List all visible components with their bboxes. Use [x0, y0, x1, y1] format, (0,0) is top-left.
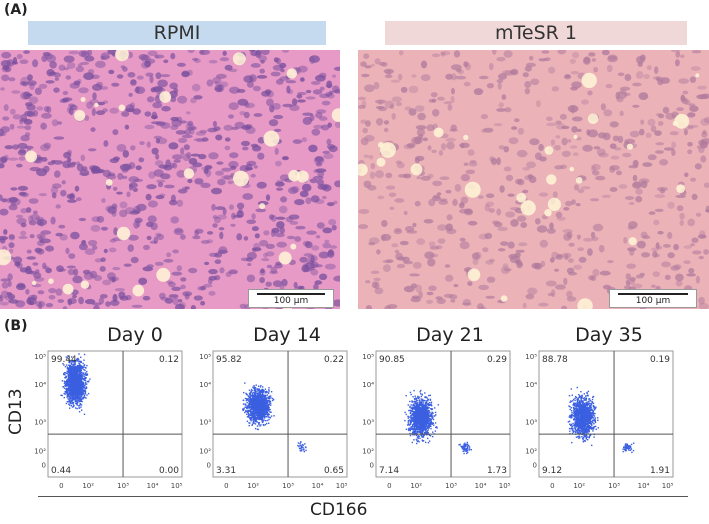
x-tick-label: 10⁵ [499, 482, 511, 490]
mtesr-label: mTeSR 1 [385, 21, 687, 45]
y-tick-label: 10² [525, 448, 537, 456]
y-tick-label: 10⁵ [525, 353, 537, 361]
histology-image-mtesr [358, 50, 709, 309]
y-tick-label: 10³ [34, 419, 46, 427]
rpmi-label: RPMI [28, 21, 326, 45]
day-title: Day 21 [416, 324, 484, 346]
x-tick-label: 0 [59, 482, 63, 490]
y-tick-label: 10³ [525, 419, 537, 427]
quadrant-lr-value: 0.00 [159, 466, 179, 476]
day-title: Day 0 [107, 324, 163, 346]
panel-b-label: (B) [4, 318, 28, 334]
quadrant-ur-value: 0.22 [324, 355, 344, 365]
y-tick-label: 10² [362, 448, 374, 456]
y-tick-label: 0 [370, 461, 374, 469]
quadrant-ur-value: 0.12 [159, 355, 179, 365]
quadrant-lr-value: 1.73 [487, 466, 507, 476]
x-tick-label: 10² [247, 482, 259, 490]
y-axis-title: CD13 [6, 388, 26, 435]
histology-image-rpmi [0, 50, 340, 309]
quadrant-lr-value: 1.91 [650, 466, 670, 476]
scale-bar-label: 100 µm [635, 296, 671, 306]
quadrant-ur-value: 0.29 [487, 355, 507, 365]
y-tick-label: 10³ [199, 419, 211, 427]
quadrant-lr-value: 0.65 [324, 466, 344, 476]
x-tick-label: 10³ [117, 482, 129, 490]
x-tick-label: 10⁴ [312, 482, 324, 490]
x-tick-label: 0 [550, 482, 554, 490]
quadrant-ll-value: 9.12 [542, 466, 562, 476]
x-tick-label: 10⁵ [336, 482, 348, 490]
y-tick-label: 0 [207, 461, 211, 469]
panel-a-label: (A) [4, 2, 28, 18]
quadrant-ll-value: 3.31 [216, 466, 236, 476]
day-title: Day 35 [575, 324, 643, 346]
x-tick-label: 10² [410, 482, 422, 490]
y-tick-label: 10⁵ [199, 353, 211, 361]
x-tick-label: 10³ [608, 482, 620, 490]
quadrant-ul-value: 95.82 [216, 355, 242, 365]
y-tick-label: 10² [34, 448, 46, 456]
scale-bar-label: 100 µm [273, 296, 309, 306]
quadrant-ul-value: 99.44 [51, 355, 77, 365]
y-tick-label: 10⁵ [34, 353, 46, 361]
quadrant-ll-value: 0.44 [51, 466, 71, 476]
y-tick-label: 10³ [362, 419, 374, 427]
day-title: Day 14 [253, 324, 321, 346]
y-tick-label: 10⁵ [362, 353, 374, 361]
quadrant-ul-value: 88.78 [542, 355, 568, 365]
flow-plot-day-0: 99.44 0.12 0.44 0.00 0 10² 10³ 10⁴ 10⁵ 10⁵ 10⁴ 10³ 1… [30, 345, 190, 497]
y-tick-label: 10⁴ [525, 381, 537, 389]
flow-plot-day-21: 90.85 0.29 7.14 1.73 0 10² 10³ 10⁴ 10⁵ 10⁵ 10⁴ 10³ 1… [358, 345, 518, 497]
y-tick-label: 10² [199, 448, 211, 456]
flow-plot-day-35: 88.78 0.19 9.12 1.91 0 10² 10³ 10⁴ 10⁵ 10⁵ 10⁴ 10³ 1… [521, 345, 681, 497]
x-tick-label: 0 [224, 482, 228, 490]
x-tick-label: 10² [573, 482, 585, 490]
y-tick-label: 10⁴ [199, 381, 211, 389]
scale-bar-rpmi: 100 µm [248, 289, 334, 308]
x-axis-line [38, 496, 688, 497]
x-tick-label: 10⁴ [475, 482, 487, 490]
scale-bar-mtesr: 100 µm [609, 289, 697, 308]
y-tick-label: 10⁴ [34, 381, 46, 389]
x-axis-title: CD166 [310, 500, 368, 520]
x-tick-label: 10³ [282, 482, 294, 490]
x-tick-label: 10⁵ [171, 482, 183, 490]
x-tick-label: 10³ [445, 482, 457, 490]
x-tick-label: 10⁴ [638, 482, 650, 490]
y-tick-label: 0 [42, 461, 46, 469]
x-tick-label: 10⁴ [147, 482, 159, 490]
quadrant-ul-value: 90.85 [379, 355, 405, 365]
quadrant-ll-value: 7.14 [379, 466, 399, 476]
x-tick-label: 10² [82, 482, 94, 490]
y-tick-label: 0 [533, 461, 537, 469]
x-tick-label: 0 [387, 482, 391, 490]
x-tick-label: 10⁵ [662, 482, 674, 490]
quadrant-ur-value: 0.19 [650, 355, 670, 365]
flow-plot-day-14: 95.82 0.22 3.31 0.65 0 10² 10³ 10⁴ 10⁵ 10⁵ 10⁴ 10³ 1… [195, 345, 355, 497]
y-tick-label: 10⁴ [362, 381, 374, 389]
